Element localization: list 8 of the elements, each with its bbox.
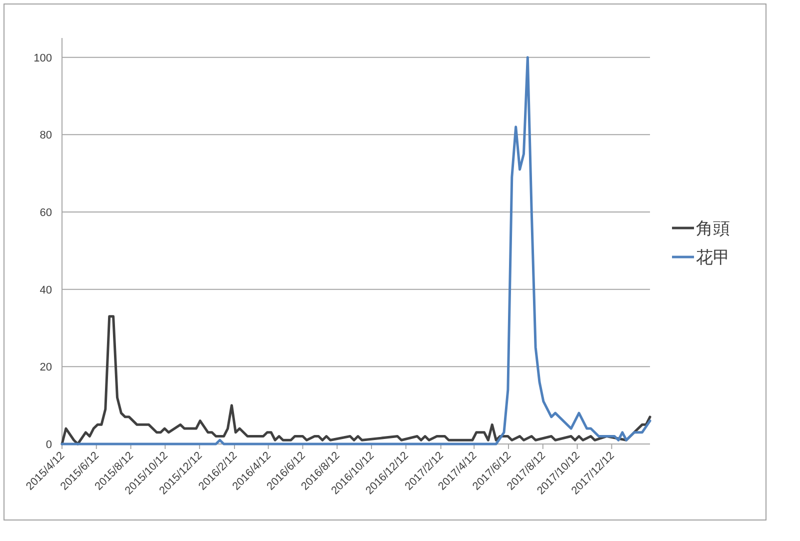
y-tick-label: 0 bbox=[46, 439, 52, 451]
legend-label: 花甲 bbox=[696, 248, 730, 267]
y-tick-label: 100 bbox=[34, 52, 52, 64]
y-tick-label: 20 bbox=[40, 362, 52, 374]
y-tick-label: 60 bbox=[40, 207, 52, 219]
y-tick-label: 40 bbox=[40, 284, 52, 296]
y-tick-label: 80 bbox=[40, 130, 52, 142]
legend-label: 角頭 bbox=[696, 219, 730, 238]
